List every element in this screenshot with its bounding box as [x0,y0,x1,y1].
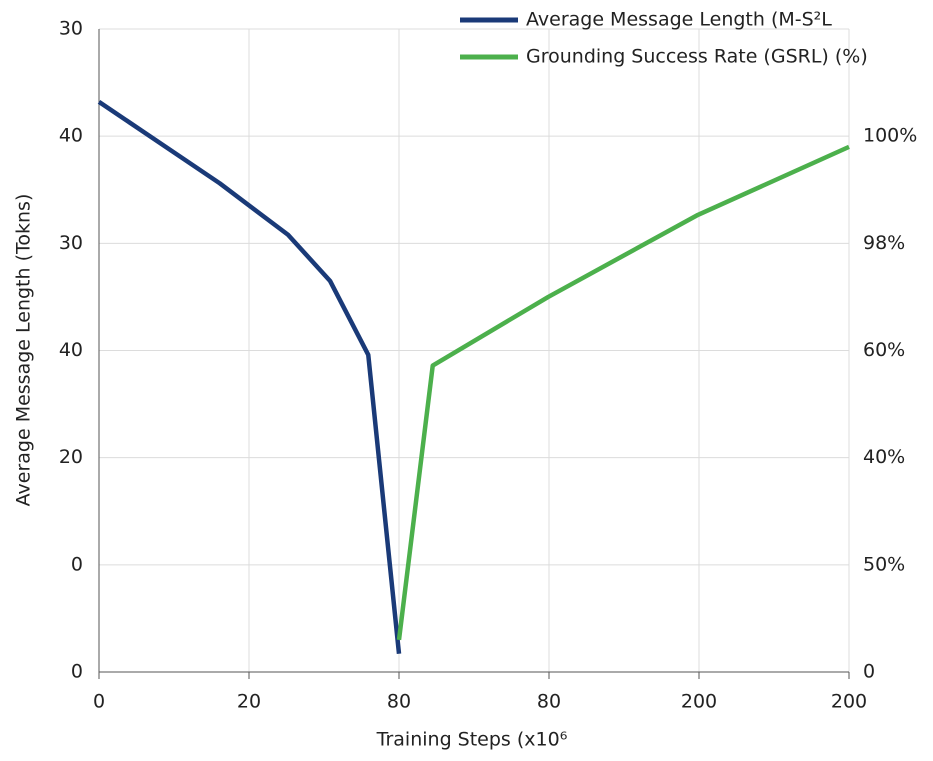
x-tick-label: 200 [681,691,717,713]
x-tick-label: 80 [537,691,561,713]
y2-tick-label: 40% [863,446,905,468]
y-tick-label: 40 [59,339,83,361]
y2-tick-label: 100% [863,125,917,147]
y2-tick-label: 60% [863,339,905,361]
y-tick-label: 0 [71,553,83,575]
legend-label: Grounding Success Rate (GSRL) (%) [526,46,868,68]
series-line [396,144,850,641]
series-line [97,100,402,655]
x-tick-label: 80 [387,691,411,713]
y2-tick-label: 98% [863,232,905,254]
y2-tick-label: 0 [863,661,875,683]
y-tick-label: 30 [59,232,83,254]
y-tick-label: 40 [59,125,83,147]
legend-label: Average Message Length (M-S²L [526,9,832,31]
y-tick-label: 0 [71,661,83,683]
x-tick-label: 20 [237,691,261,713]
y-axis-title: Average Message Length (Tokns) [13,194,35,507]
x-axis-title: Training Steps (x10⁶ [376,729,568,751]
y2-tick-label: 50% [863,553,905,575]
y-tick-label: 20 [59,446,83,468]
x-tick-label: 200 [831,691,867,713]
x-tick-label: 0 [93,691,105,713]
y-tick-label: 30 [59,18,83,40]
